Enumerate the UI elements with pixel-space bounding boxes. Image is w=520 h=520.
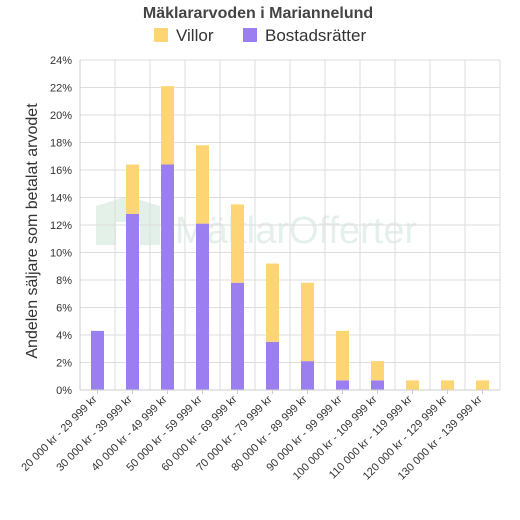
gridlines xyxy=(80,59,501,391)
y-tick-label: 10% xyxy=(50,248,72,260)
watermark-text: MäklarOfferter xyxy=(175,210,417,252)
bar-bostadsr-tter-3 xyxy=(196,223,209,390)
bar-villor-9 xyxy=(406,380,419,390)
bar-villor-11 xyxy=(476,380,489,390)
y-tick-label: 2% xyxy=(56,358,72,370)
bar-bostadsr-tter-7 xyxy=(336,380,349,390)
y-tick-label: 0% xyxy=(56,385,72,397)
bar-villor-7 xyxy=(336,330,349,381)
y-tick-label: 14% xyxy=(50,193,72,205)
y-tick-label: 4% xyxy=(56,330,72,342)
legend: Villor Bostadsrätter xyxy=(154,26,366,45)
legend-label-villor: Villor xyxy=(176,26,214,45)
bar-villor-1 xyxy=(126,164,139,214)
y-tick-label: 24% xyxy=(50,55,72,67)
bar-villor-4 xyxy=(231,204,244,283)
y-axis-label: Andelen säljare som betalat arvodet xyxy=(24,103,41,359)
y-tick-label: 18% xyxy=(50,138,72,150)
bar-bostadsr-tter-8 xyxy=(371,380,384,390)
y-tick-label: 12% xyxy=(50,220,72,232)
watermark-logo: MäklarOfferter xyxy=(96,196,417,252)
bar-villor-6 xyxy=(301,282,314,362)
bar-villor-8 xyxy=(371,361,384,381)
y-tick-label: 22% xyxy=(50,83,72,95)
y-axis-ticks: 0% 2% 4% 6% 8% 10% 12% 14% 16% 18% 20% 22% 24% xyxy=(50,55,72,397)
bar-villor-10 xyxy=(441,380,454,390)
y-tick-label: 20% xyxy=(50,110,72,122)
bar-bostadsr-tter-6 xyxy=(301,361,314,390)
legend-swatch-bostadsratter xyxy=(243,28,257,42)
bar-bostadsr-tter-2 xyxy=(161,164,174,390)
y-tick-label: 8% xyxy=(56,275,72,287)
legend-swatch-villor xyxy=(154,28,168,42)
legend-label-bostadsratter: Bostadsrätter xyxy=(265,26,366,45)
chart-title: Mäklararvoden i Mariannelund xyxy=(143,5,373,22)
y-tick-label: 6% xyxy=(56,303,72,315)
bar-villor-5 xyxy=(266,263,279,342)
bar-villor-2 xyxy=(161,86,174,165)
bars xyxy=(91,86,489,390)
y-tick-label: 16% xyxy=(50,165,72,177)
bar-bostadsr-tter-5 xyxy=(266,341,279,390)
bar-bostadsr-tter-4 xyxy=(231,282,244,390)
bar-bostadsr-tter-1 xyxy=(126,214,139,390)
bar-bostadsr-tter-0 xyxy=(91,330,104,390)
bar-villor-3 xyxy=(196,145,209,224)
